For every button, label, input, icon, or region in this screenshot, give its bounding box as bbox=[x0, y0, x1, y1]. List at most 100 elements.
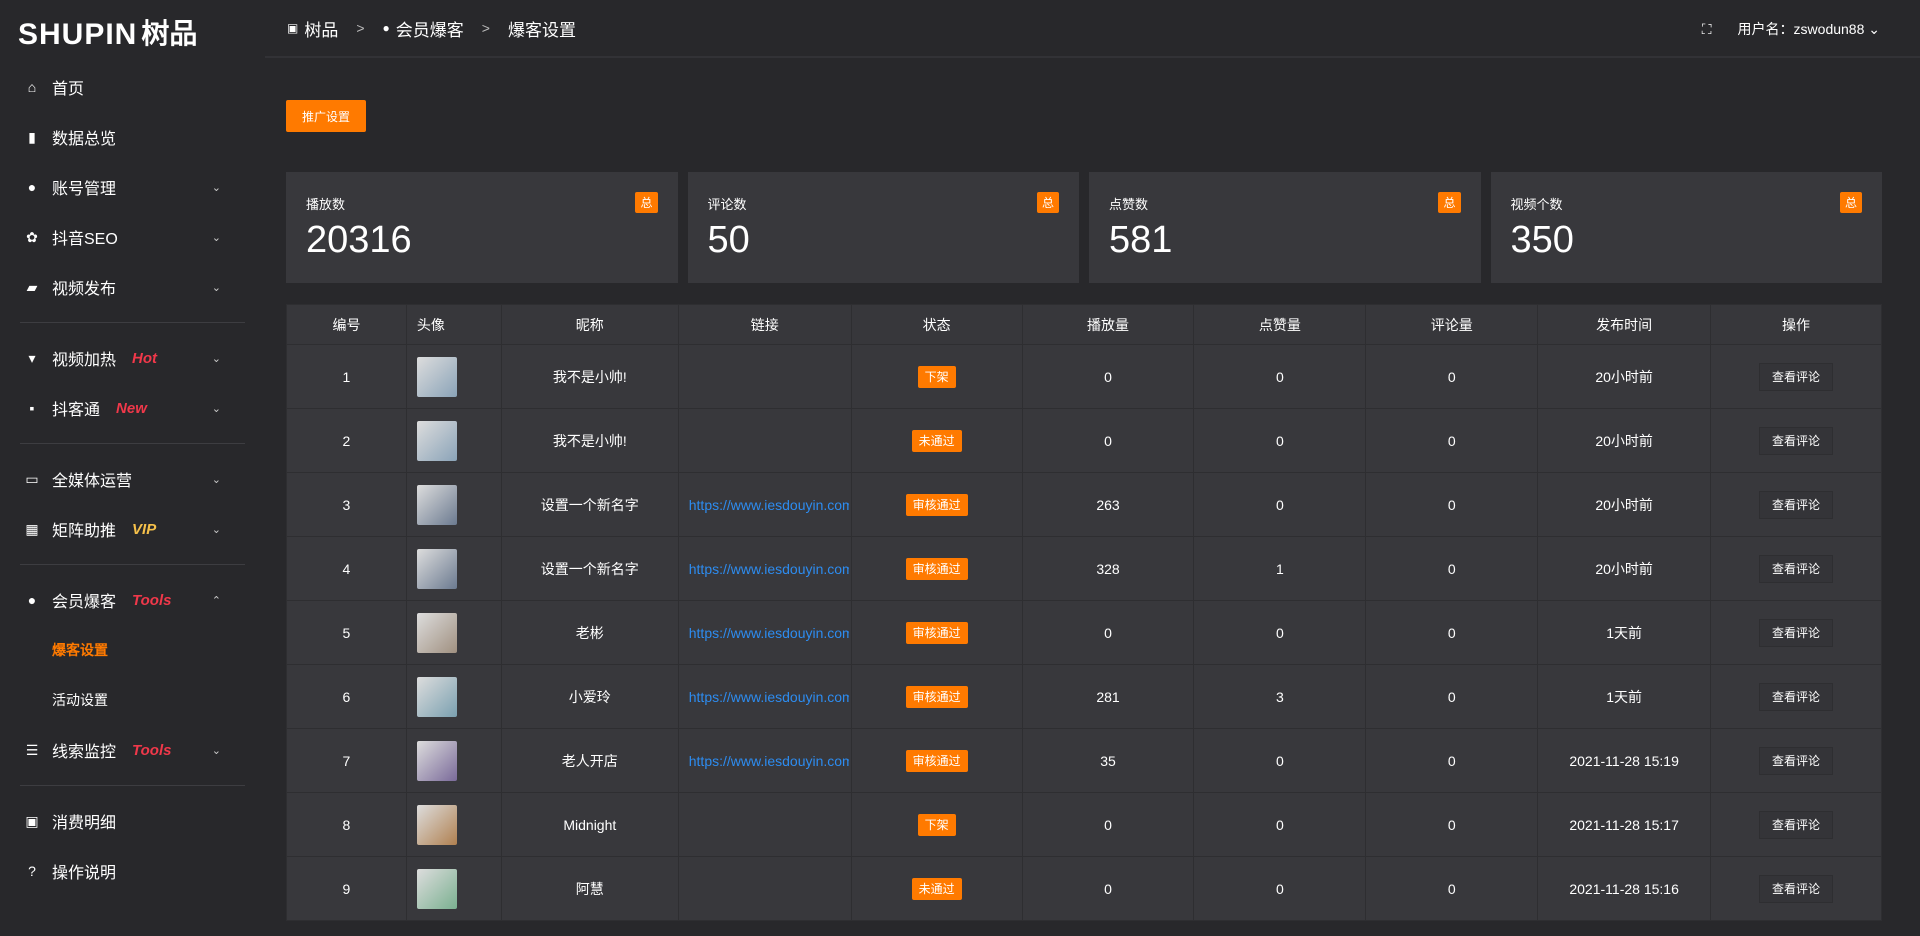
cell-time: 2021-11-28 15:17 bbox=[1537, 792, 1712, 857]
column-header: 发布时间 bbox=[1537, 304, 1712, 345]
sidebar-item-11[interactable]: ▣ 消费明细 bbox=[0, 796, 265, 846]
cell-plays: 0 bbox=[1021, 408, 1195, 473]
cell-comments: 0 bbox=[1365, 408, 1539, 473]
sidebar-item-5[interactable]: ▾ 视频加热 Hot ⌄ bbox=[0, 333, 265, 383]
sidebar-menu: ⌂ 首页 ▮ 数据总览 ● 账号管理 ⌄ ✿ 抖音SEO ⌄ ▰ 视频发布 ⌄ ▾ 视频加热 Hot ⌄ ▪ 抖客通… bbox=[0, 62, 265, 896]
breadcrumb-home[interactable]: 树品 bbox=[304, 20, 339, 40]
cell-likes: 0 bbox=[1193, 856, 1367, 921]
cell-time: 1天前 bbox=[1537, 664, 1712, 729]
video-link[interactable]: https://www.iesdouyin.com bbox=[688, 496, 849, 513]
cell-link bbox=[677, 856, 852, 921]
table-row: 6 小爱玲 https://www.iesdouyin.com 审核通过 281… bbox=[286, 664, 1882, 729]
total-badge: 总 bbox=[635, 192, 658, 213]
stat-label: 评论数 bbox=[707, 197, 747, 212]
video-link[interactable]: https://www.iesdouyin.com bbox=[688, 560, 849, 577]
sidebar-subitem-0[interactable]: 爆客设置 bbox=[52, 642, 108, 658]
view-comments-button[interactable]: 查看评论 bbox=[1759, 875, 1834, 903]
status-badge: 审核通过 bbox=[905, 558, 968, 580]
sidebar-item-10[interactable]: ☰ 线索监控 Tools ⌄ bbox=[0, 725, 265, 775]
cell-nickname: 老彬 bbox=[500, 600, 679, 665]
cell-nickname: 我不是小帅! bbox=[500, 408, 679, 473]
sidebar-item-label: 全媒体运营 bbox=[52, 473, 133, 490]
cell-action: 查看评论 bbox=[1710, 600, 1882, 665]
sidebar-tag: Tools bbox=[132, 741, 172, 759]
cell-comments: 0 bbox=[1365, 472, 1539, 537]
view-comments-button[interactable]: 查看评论 bbox=[1759, 427, 1834, 455]
sidebar-item-4[interactable]: ▰ 视频发布 ⌄ bbox=[0, 262, 265, 312]
video-link[interactable]: https://www.iesdouyin.com bbox=[688, 624, 849, 641]
chevron-icon: ⌄ bbox=[211, 281, 221, 294]
view-comments-button[interactable]: 查看评论 bbox=[1759, 683, 1834, 711]
chevron-icon: ⌄ bbox=[211, 352, 221, 365]
cell-avatar bbox=[405, 344, 502, 409]
flame-sign-icon: ▾ bbox=[28, 349, 36, 366]
sidebar-tag: VIP bbox=[132, 520, 157, 538]
breadcrumb-member[interactable]: 会员爆客 bbox=[395, 20, 464, 40]
cell-avatar bbox=[405, 408, 502, 473]
sidebar-subitem-1[interactable]: 活动设置 bbox=[52, 692, 108, 708]
sidebar-item-1[interactable]: ▮ 数据总览 bbox=[0, 112, 265, 162]
status-badge: 下架 bbox=[917, 366, 956, 388]
view-comments-button[interactable]: 查看评论 bbox=[1759, 363, 1834, 391]
view-comments-button[interactable]: 查看评论 bbox=[1759, 747, 1834, 775]
camera-icon: ▰ bbox=[26, 278, 38, 295]
sidebar-item-7[interactable]: ▭ 全媒体运营 ⌄ bbox=[0, 454, 265, 504]
cell-comments: 0 bbox=[1365, 344, 1539, 409]
column-header: 评论量 bbox=[1365, 304, 1539, 345]
cell-action: 查看评论 bbox=[1710, 536, 1882, 601]
sidebar-item-label: 数据总览 bbox=[52, 131, 117, 148]
sidebar-item-2[interactable]: ● 账号管理 ⌄ bbox=[0, 162, 265, 212]
cell-time: 20小时前 bbox=[1537, 472, 1712, 537]
view-comments-button[interactable]: 查看评论 bbox=[1759, 811, 1834, 839]
cell-comments: 0 bbox=[1365, 856, 1539, 921]
sidebar-item-6[interactable]: ▪ 抖客通 New ⌄ bbox=[0, 383, 265, 433]
view-comments-button[interactable]: 查看评论 bbox=[1759, 555, 1834, 583]
sidebar-item-label: 操作说明 bbox=[52, 865, 117, 882]
column-header: 操作 bbox=[1710, 304, 1882, 345]
promo-settings-button[interactable]: 推广设置 bbox=[286, 100, 366, 132]
video-link[interactable]: https://www.iesdouyin.com bbox=[688, 752, 849, 769]
table-row: 4 设置一个新名字 https://www.iesdouyin.com 审核通过… bbox=[286, 536, 1882, 601]
sidebar-item-0[interactable]: ⌂ 首页 bbox=[0, 62, 265, 112]
cell-likes: 0 bbox=[1193, 728, 1367, 793]
column-header: 播放量 bbox=[1021, 304, 1195, 345]
table-row: 2 我不是小帅! 未通过 0 0 0 20小时前 查看评论 bbox=[286, 408, 1882, 473]
view-comments-button[interactable]: 查看评论 bbox=[1759, 619, 1834, 647]
cell-likes: 0 bbox=[1193, 344, 1367, 409]
table-header-row: 编号 头像 昵称 链接 状态 播放量 点赞量 评论量 发布时间 操作 bbox=[286, 304, 1882, 345]
cell-action: 查看评论 bbox=[1710, 344, 1882, 409]
sidebar-item-label: 视频发布 bbox=[52, 281, 117, 298]
sidebar-item-9[interactable]: ● 会员爆客 Tools ⌃ bbox=[0, 575, 265, 625]
cell-id: 1 bbox=[286, 344, 407, 409]
stat-value: 20316 bbox=[306, 219, 412, 261]
video-link[interactable]: https://www.iesdouyin.com bbox=[688, 688, 849, 705]
sidebar-item-label: 消费明细 bbox=[52, 815, 117, 832]
user-menu[interactable]: 用户名：zswodun88 ⌄ bbox=[1738, 19, 1880, 39]
user-icon: ● bbox=[27, 592, 37, 608]
cell-time: 20小时前 bbox=[1537, 344, 1712, 409]
stat-label: 视频个数 bbox=[1510, 197, 1563, 212]
cell-action: 查看评论 bbox=[1710, 792, 1882, 857]
wallet-icon: ▣ bbox=[25, 812, 39, 829]
column-header: 状态 bbox=[850, 304, 1023, 345]
cell-status: 下架 bbox=[850, 344, 1023, 409]
stats-cards: 播放数 20316 总 评论数 50 总 点赞数 581 总 视频个数 350 总 bbox=[286, 172, 1882, 283]
cell-likes: 3 bbox=[1193, 664, 1367, 729]
document-icon: ▣ bbox=[287, 21, 299, 35]
gear-icon: ✿ bbox=[26, 228, 38, 245]
sidebar-item-8[interactable]: ▦ 矩阵助推 VIP ⌄ bbox=[0, 504, 265, 554]
chevron-icon: ⌄ bbox=[211, 744, 221, 757]
logo-text-cn: 树品 bbox=[141, 18, 198, 49]
username: 用户名：zswodun88 bbox=[1737, 21, 1865, 37]
cell-nickname: 设置一个新名字 bbox=[500, 536, 679, 601]
sidebar-item-label: 矩阵助推 bbox=[52, 523, 117, 540]
chat-icon: ▪ bbox=[29, 400, 35, 416]
sidebar-item-12[interactable]: ? 操作说明 bbox=[0, 846, 265, 896]
avatar bbox=[416, 356, 457, 397]
fullscreen-icon[interactable]: ⛶ bbox=[1701, 20, 1712, 37]
view-comments-button[interactable]: 查看评论 bbox=[1759, 491, 1834, 519]
chevron-icon: ⌄ bbox=[211, 523, 221, 536]
cell-id: 4 bbox=[286, 536, 407, 601]
total-badge: 总 bbox=[1438, 192, 1461, 213]
sidebar-item-3[interactable]: ✿ 抖音SEO ⌄ bbox=[0, 212, 265, 262]
